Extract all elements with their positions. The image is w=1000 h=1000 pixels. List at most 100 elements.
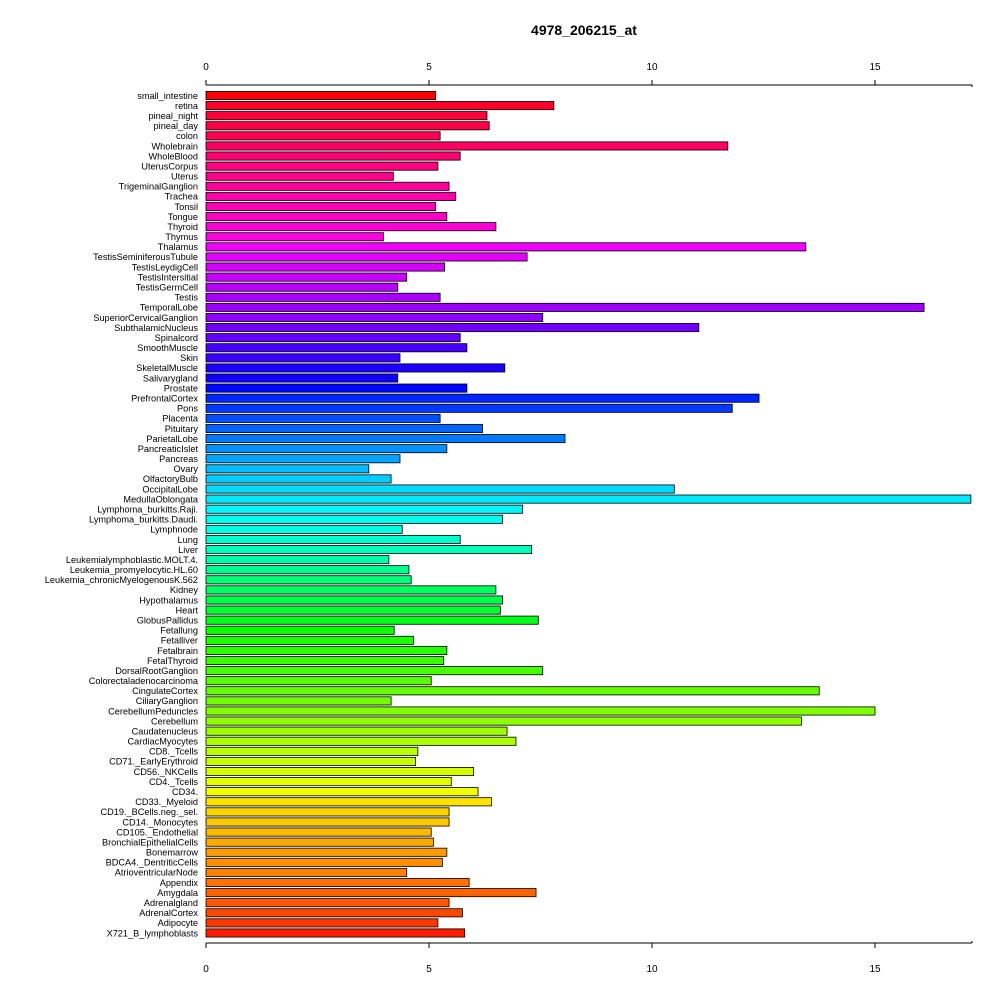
category-label: CingulateCortex (132, 686, 198, 696)
bar (205, 121, 490, 131)
bar (205, 201, 437, 211)
category-label: PancreaticIslet (138, 444, 199, 454)
category-label: Lung (178, 535, 198, 545)
bar (205, 393, 760, 403)
axis-ticks: 0 0 5 5 10 10 15 15 (203, 62, 973, 975)
category-label: GlobusPallidus (137, 615, 199, 625)
category-label: SubthalamicNucleus (114, 323, 198, 333)
category-label: Kidney (170, 585, 198, 595)
category-label: TestisGermCell (136, 283, 198, 293)
category-label: CiliaryGanglion (136, 696, 198, 706)
category-label: Thyroid (167, 222, 198, 232)
bar (205, 575, 412, 585)
bar (205, 696, 392, 706)
category-label: Uterus (171, 172, 198, 182)
bar (205, 847, 448, 857)
category-label: Spinalcord (155, 333, 198, 343)
bar (205, 716, 802, 726)
bar (205, 918, 439, 928)
bar (205, 888, 537, 898)
category-label: CD71._EarlyErythroid (109, 757, 198, 767)
category-label: UterusCorpus (141, 161, 198, 171)
bar (205, 504, 524, 514)
bar (205, 323, 700, 333)
bars (205, 91, 972, 938)
category-label: CD34. (172, 787, 198, 797)
bar (205, 474, 392, 484)
category-label: colon (176, 131, 198, 141)
category-label: Adrenalgland (144, 898, 198, 908)
category-label: Prostate (164, 383, 198, 393)
category-label: Leukemia_chronicMyelogenousK.562 (45, 575, 198, 585)
bar (205, 403, 733, 413)
category-label: MedullaOblongata (123, 494, 198, 504)
bar (205, 807, 450, 817)
category-label: CD14._Monocytes (122, 817, 198, 827)
top-tick-label: 5 (426, 62, 432, 73)
category-label: CD33._Myeloid (135, 797, 198, 807)
category-label: SkeletalMuscle (136, 363, 198, 373)
chart-title: 4978_206215_at (531, 22, 637, 38)
category-label: Pituitary (165, 424, 199, 434)
category-label: pineal_night (148, 111, 198, 121)
category-label: TemporalLobe (140, 303, 198, 313)
bar (205, 373, 399, 383)
category-label: Lymphnode (150, 525, 198, 535)
bar (205, 827, 432, 837)
category-label: Placenta (162, 414, 199, 424)
bar (205, 615, 539, 625)
category-label: Pancreas (159, 454, 198, 464)
bar (205, 686, 820, 696)
bar (205, 756, 417, 766)
bottom-tick-label: 5 (426, 964, 432, 975)
bar (205, 857, 443, 867)
category-label: OlfactoryBulb (143, 474, 198, 484)
bar (205, 161, 439, 171)
bar (205, 605, 501, 615)
category-label: CD19._BCells.neg._sel. (100, 807, 198, 817)
bar (205, 555, 390, 565)
bar (205, 656, 445, 666)
category-label: Colorectaladenocarcinoma (89, 676, 199, 686)
bar (205, 434, 566, 444)
bar (205, 292, 441, 302)
bar (205, 91, 437, 101)
category-label: Amygdala (157, 888, 199, 898)
bar (205, 444, 448, 454)
category-labels: small_intestineretinapineal_nightpineal_… (45, 91, 199, 938)
bar (205, 746, 419, 756)
category-label: Ovary (173, 464, 198, 474)
bar (205, 181, 450, 191)
bar (205, 817, 450, 827)
bar (205, 212, 448, 222)
category-label: Liver (178, 545, 198, 555)
category-label: Tonsil (175, 202, 199, 212)
category-label: TrigeminalGanglion (119, 182, 198, 192)
category-label: Tongue (168, 212, 198, 222)
category-label: Heart (176, 605, 199, 615)
category-label: Testis (175, 293, 199, 303)
bar (205, 464, 370, 474)
category-label: Leukemialymphoblastic.MOLT.4. (66, 555, 198, 565)
bar (205, 141, 729, 151)
bar (205, 111, 488, 121)
bar (205, 706, 876, 716)
category-label: Trachea (165, 192, 199, 202)
bottom-tick-label: 0 (203, 964, 209, 975)
bar (205, 252, 528, 262)
bar (205, 131, 441, 141)
bar (205, 242, 807, 252)
bar (205, 494, 972, 504)
bar (205, 151, 461, 161)
bar (205, 878, 470, 888)
category-label: BDCA4._DentriticCells (106, 858, 199, 868)
top-tick-label: 0 (203, 62, 209, 73)
category-label: Lymphoma_burkitts.Raji. (97, 504, 198, 514)
category-label: TestisLeydigCell (132, 262, 198, 272)
category-label: Caudatenucleus (132, 726, 199, 736)
bar (205, 676, 432, 686)
bar (205, 625, 395, 635)
category-label: Skin (180, 353, 198, 363)
bar (205, 423, 483, 433)
